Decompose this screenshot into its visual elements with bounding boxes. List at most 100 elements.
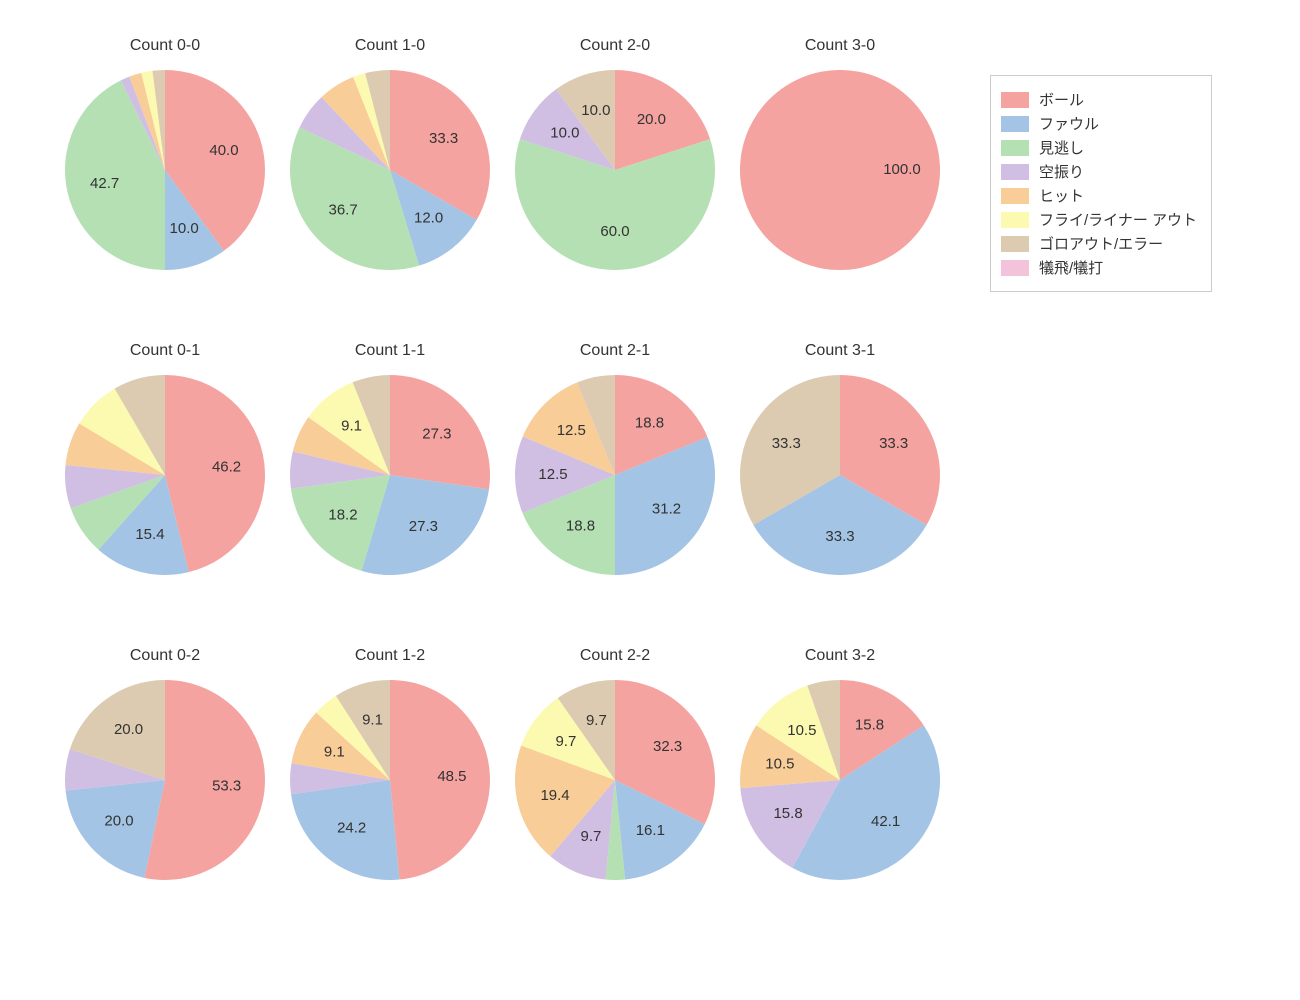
chart-title: Count 3-0 — [735, 37, 945, 55]
slice-label: 18.8 — [635, 414, 664, 431]
legend-label: ヒット — [1039, 185, 1084, 206]
slice-label: 9.1 — [324, 744, 345, 761]
slice-label: 60.0 — [600, 223, 629, 240]
slice-label: 40.0 — [209, 142, 238, 159]
slice-label: 31.2 — [652, 500, 681, 517]
slice-label: 12.0 — [414, 209, 443, 226]
pie-svg: 53.320.020.0 — [60, 675, 270, 885]
pie-chart: Count 2-118.831.218.812.512.5 — [510, 370, 720, 580]
pie-svg: 48.5 24.2 9.1 9.1 — [285, 675, 495, 885]
slice-label: 10.0 — [581, 102, 610, 119]
pie-chart: Count 3-0100.0 — [735, 65, 945, 275]
slice-label: 20.0 — [637, 111, 666, 128]
pie-svg: 32.3 16.1 9.7 19.4 9.7 9.7 — [510, 675, 720, 885]
legend-label: ゴロアウト/エラー — [1039, 233, 1163, 254]
legend-swatch — [1001, 212, 1029, 228]
legend-label: 見逃し — [1039, 137, 1084, 158]
legend-swatch — [1001, 164, 1029, 180]
chart-title: Count 1-2 — [285, 647, 495, 665]
slice-label: 15.4 — [135, 526, 164, 543]
legend-swatch — [1001, 260, 1029, 276]
legend-swatch — [1001, 140, 1029, 156]
pie-chart: Count 3-133.333.333.3 — [735, 370, 945, 580]
slice-label: 15.8 — [773, 805, 802, 822]
slice-label: 12.5 — [557, 422, 586, 439]
legend-label: ボール — [1039, 89, 1084, 110]
chart-title: Count 1-1 — [285, 342, 495, 360]
pie-chart: Count 1-033.312.036.7 — [285, 65, 495, 275]
pie-svg: 40.0 10.0 42.7 — [60, 65, 270, 275]
slice-label: 18.2 — [328, 506, 357, 523]
slice-label: 48.5 — [437, 768, 466, 785]
pie-chart: Count 1-127.327.318.29.1 — [285, 370, 495, 580]
legend-item: 犠飛/犠打 — [1001, 257, 1197, 278]
slice-label: 12.5 — [538, 466, 567, 483]
slice-label: 16.1 — [636, 822, 665, 839]
slice-label: 9.7 — [586, 712, 607, 729]
slice-label: 19.4 — [540, 787, 569, 804]
slice-label: 18.8 — [566, 517, 595, 534]
chart-title: Count 2-0 — [510, 37, 720, 55]
pie-svg: 46.2 15.4 — [60, 370, 270, 580]
pie-chart: Count 2-232.316.19.719.49.79.7 — [510, 675, 720, 885]
slice-label: 42.7 — [90, 175, 119, 192]
legend-swatch — [1001, 92, 1029, 108]
legend-item: フライ/ライナー アウト — [1001, 209, 1197, 230]
slice-label: 46.2 — [212, 459, 241, 476]
pie-svg: 18.8 31.2 18.8 12.5 12.5 — [510, 370, 720, 580]
legend-swatch — [1001, 116, 1029, 132]
legend-label: ファウル — [1039, 113, 1099, 134]
slice-label: 9.1 — [341, 417, 362, 434]
pie-chart: Count 0-146.215.4 — [60, 370, 270, 580]
legend-label: 空振り — [1039, 161, 1084, 182]
chart-title: Count 3-1 — [735, 342, 945, 360]
slice-label: 9.1 — [362, 711, 383, 728]
chart-title: Count 1-0 — [285, 37, 495, 55]
legend-item: 空振り — [1001, 161, 1197, 182]
slice-label: 36.7 — [329, 202, 358, 219]
slice-label: 33.3 — [429, 130, 458, 147]
pie-svg: 33.3 12.0 36.7 — [285, 65, 495, 275]
slice-label: 27.3 — [422, 425, 451, 442]
chart-title: Count 3-2 — [735, 647, 945, 665]
legend-item: ボール — [1001, 89, 1197, 110]
slice-label: 15.8 — [855, 716, 884, 733]
pie-svg: 27.3 27.3 18.2 9.1 — [285, 370, 495, 580]
pie-svg: 15.8 42.1 15.8 10.5 10.5 — [735, 675, 945, 885]
chart-grid: Count 0-0 40.0 10.0 42.7 Count 1-0 33.3 12.0 36… — [0, 0, 1300, 1000]
legend-item: ヒット — [1001, 185, 1197, 206]
slice-label: 9.7 — [580, 828, 601, 845]
slice-label: 10.5 — [787, 722, 816, 739]
chart-title: Count 0-0 — [60, 37, 270, 55]
pie-chart: Count 0-253.320.020.0 — [60, 675, 270, 885]
slice-label: 24.2 — [337, 820, 366, 837]
legend-swatch — [1001, 236, 1029, 252]
slice-label: 9.7 — [555, 733, 576, 750]
pie-chart: Count 2-020.060.010.010.0 — [510, 65, 720, 275]
chart-title: Count 2-1 — [510, 342, 720, 360]
legend-item: ファウル — [1001, 113, 1197, 134]
chart-title: Count 2-2 — [510, 647, 720, 665]
pie-svg: 33.3 33.3 33.3 — [735, 370, 945, 580]
pie-svg: 100.0 — [735, 65, 945, 275]
slice-label: 32.3 — [653, 738, 682, 755]
legend: ボールファウル見逃し空振りヒットフライ/ライナー アウトゴロアウト/エラー犠飛/… — [990, 75, 1212, 292]
slice-label: 33.3 — [825, 528, 854, 545]
legend-item: ゴロアウト/エラー — [1001, 233, 1197, 254]
pie-chart: Count 1-248.524.29.19.1 — [285, 675, 495, 885]
legend-item: 見逃し — [1001, 137, 1197, 158]
legend-swatch — [1001, 188, 1029, 204]
slice-label: 33.3 — [772, 435, 801, 452]
slice-label: 42.1 — [871, 813, 900, 830]
pie-chart: Count 3-215.842.115.810.510.5 — [735, 675, 945, 885]
slice-label: 33.3 — [879, 435, 908, 452]
slice-label: 10.0 — [550, 125, 579, 142]
chart-title: Count 0-2 — [60, 647, 270, 665]
chart-title: Count 0-1 — [60, 342, 270, 360]
slice-label: 27.3 — [409, 518, 438, 535]
slice-label: 20.0 — [104, 813, 133, 830]
pie-svg: 20.0 60.0 10.010.0 — [510, 65, 720, 275]
slice-label: 10.5 — [765, 756, 794, 773]
slice-label: 100.0 — [883, 161, 921, 178]
slice-label: 10.0 — [170, 220, 199, 237]
